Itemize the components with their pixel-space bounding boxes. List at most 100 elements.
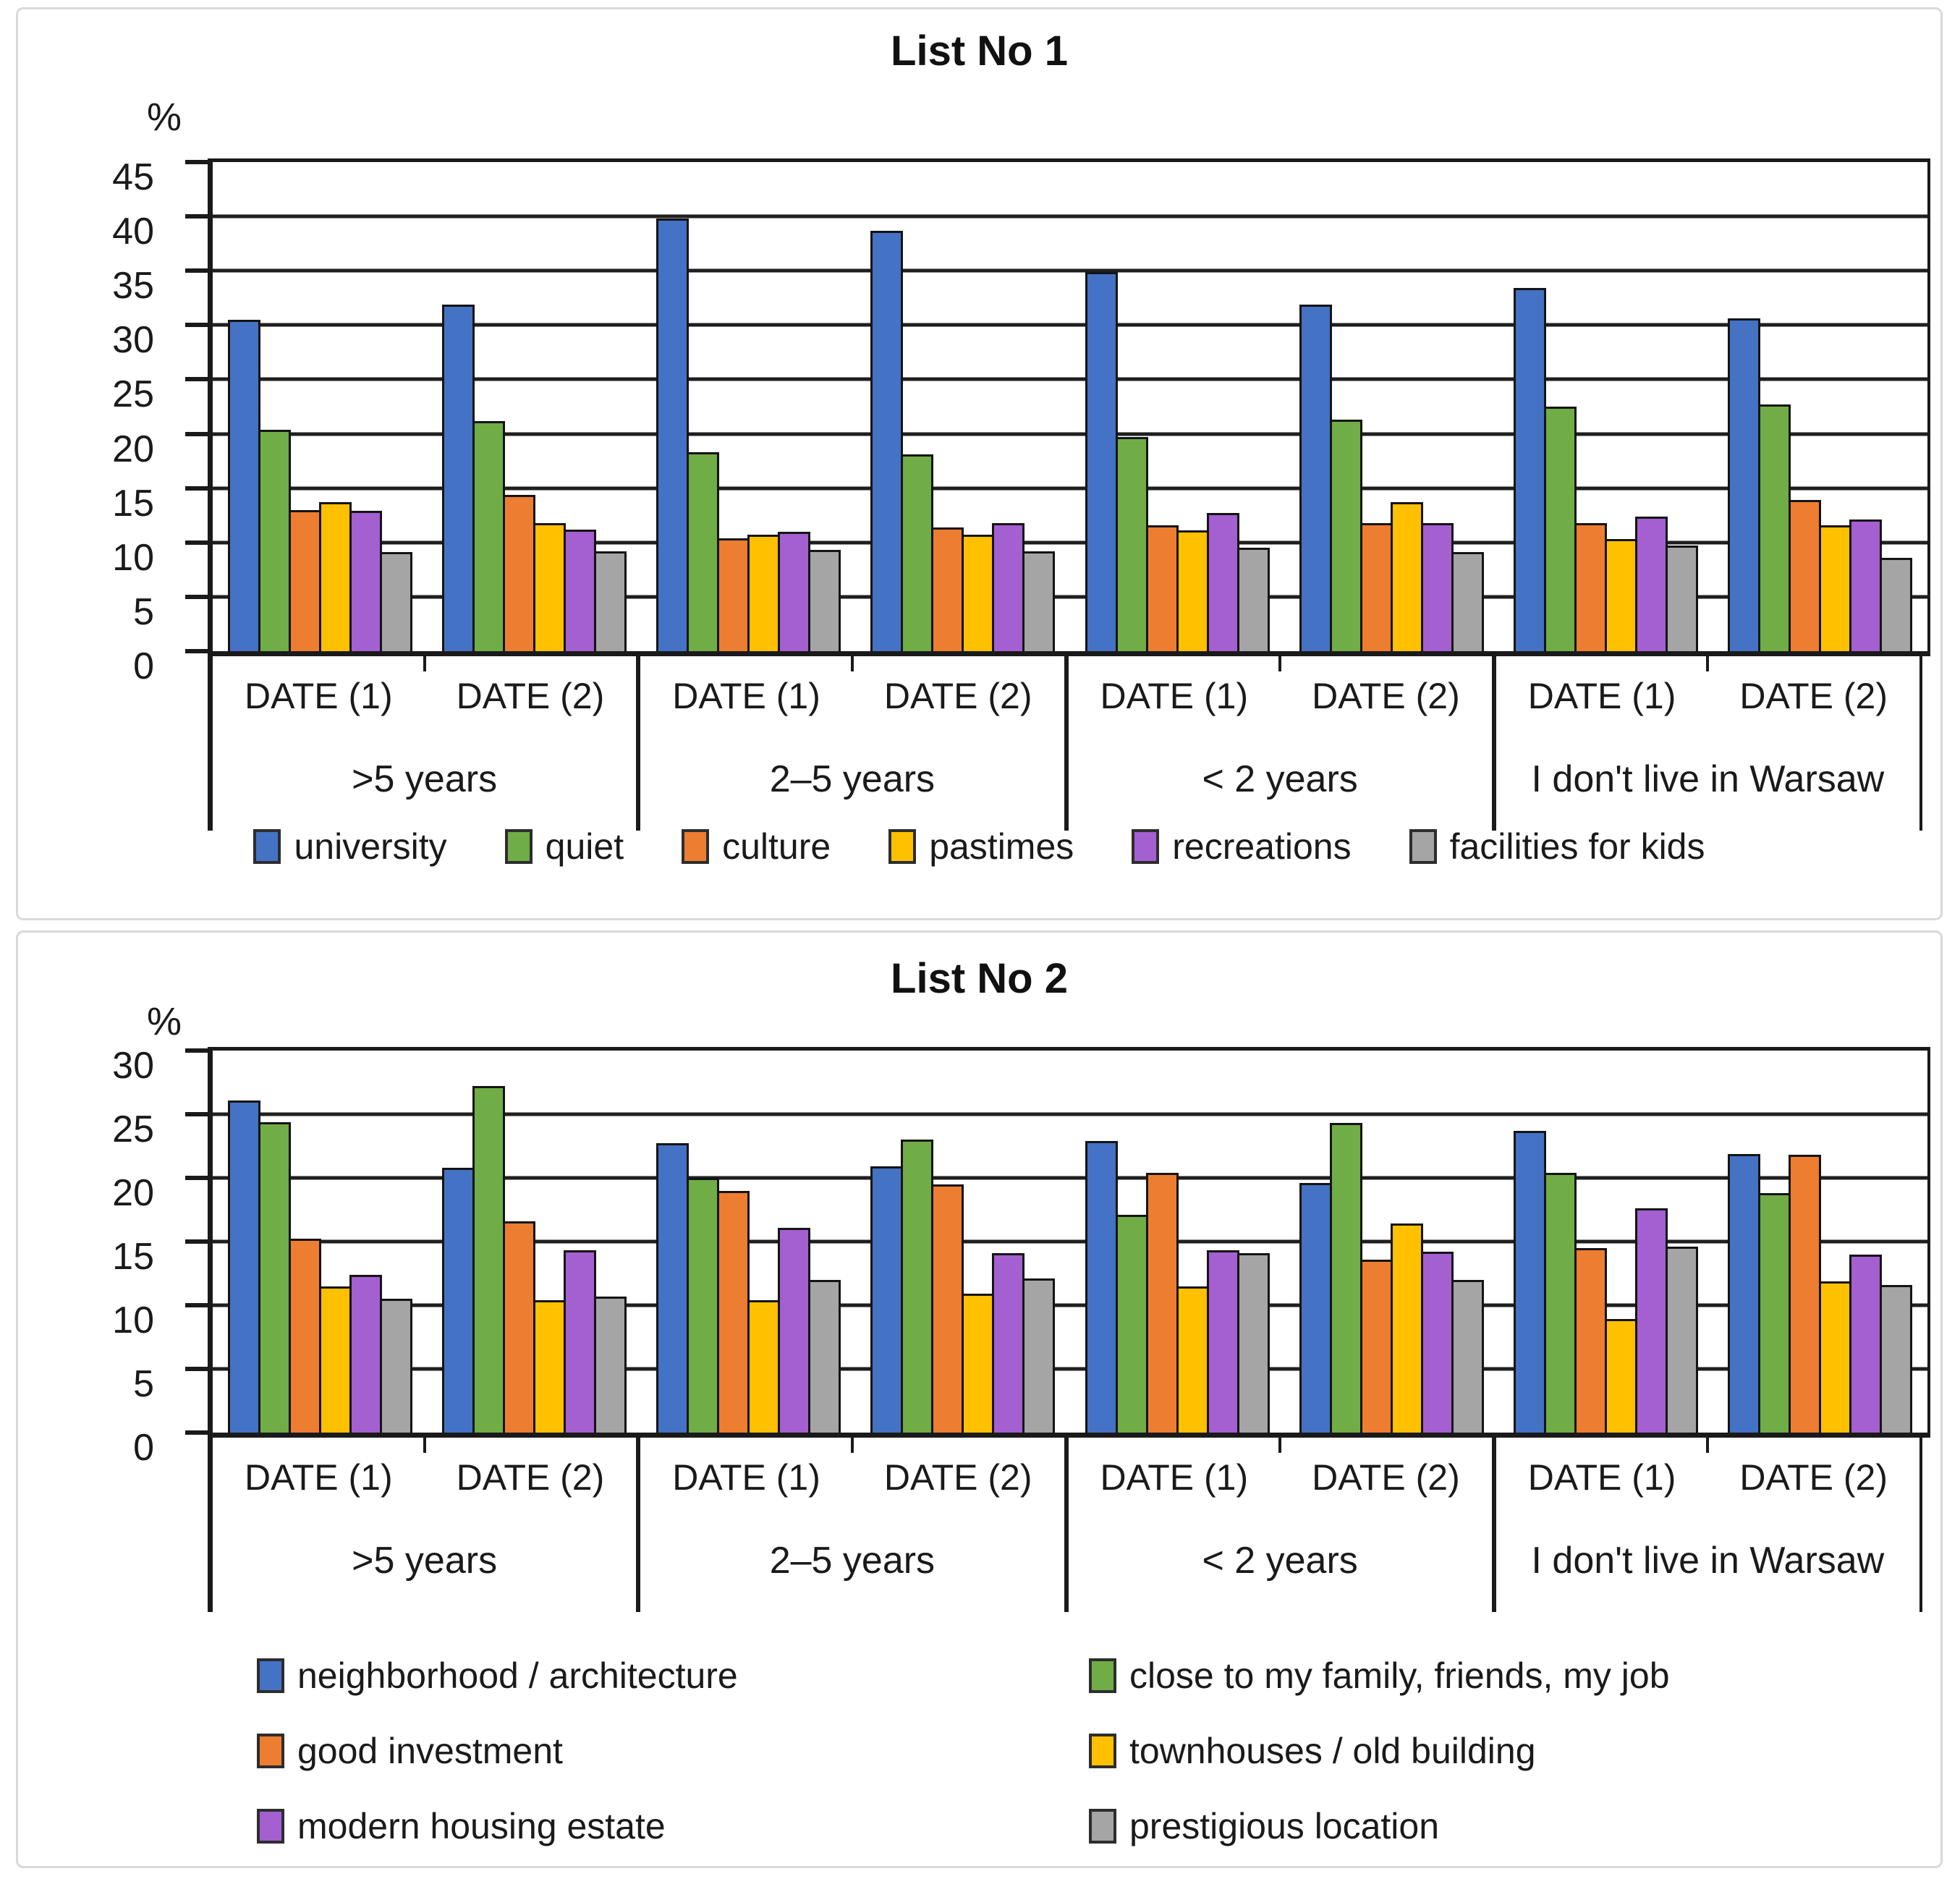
legend-item: university xyxy=(253,826,447,868)
y-tick xyxy=(185,377,208,382)
gridline xyxy=(213,323,1927,327)
bar xyxy=(288,1239,321,1433)
x-tick xyxy=(850,653,854,671)
x-tick xyxy=(1278,1434,1282,1453)
legend-label: good investment xyxy=(297,1731,563,1771)
bar xyxy=(1635,1208,1668,1433)
bar-group xyxy=(1499,1051,1713,1433)
bar-group xyxy=(642,1051,856,1433)
legend-swatch xyxy=(888,829,917,864)
bar xyxy=(1605,539,1638,651)
bar xyxy=(1115,437,1148,651)
x-tick xyxy=(1706,653,1710,671)
bar xyxy=(1359,1259,1393,1433)
bar xyxy=(1666,546,1699,651)
bar-group xyxy=(1713,1051,1927,1433)
bar xyxy=(318,502,352,651)
bar xyxy=(563,1250,596,1433)
legend-label: prestigious location xyxy=(1129,1806,1440,1846)
bar xyxy=(1390,1223,1423,1433)
x-date-label: DATE (2) xyxy=(1739,676,1888,716)
y-tick xyxy=(185,594,208,599)
y-tick xyxy=(185,431,208,436)
x-date-label: DATE (2) xyxy=(456,1457,605,1498)
bar-groups xyxy=(213,1051,1927,1433)
bar xyxy=(502,1221,535,1433)
y-tick xyxy=(185,649,208,653)
bar xyxy=(227,319,260,651)
y-tick xyxy=(185,160,208,164)
bar xyxy=(992,1252,1025,1433)
bar xyxy=(1206,513,1239,651)
x-axis-group-cell: DATE (1) DATE (2) I don't live in Warsaw xyxy=(1491,1434,1919,1612)
bar xyxy=(1176,1286,1209,1433)
y-axis-unit-label: % xyxy=(147,96,182,139)
bar xyxy=(1115,1215,1148,1433)
y-tick xyxy=(185,1303,208,1307)
bar xyxy=(1666,1247,1699,1433)
x-tick xyxy=(423,1434,426,1453)
legend-swatch xyxy=(257,1734,284,1768)
gridline xyxy=(213,486,1927,491)
bar xyxy=(1085,271,1118,651)
x-date-row: DATE (1) DATE (2) xyxy=(640,653,1064,739)
bar-group xyxy=(427,162,641,651)
legend-swatch xyxy=(257,1809,284,1844)
bar xyxy=(1605,1319,1638,1433)
x-date-row: DATE (1) DATE (2) xyxy=(640,1434,1064,1521)
legend-swatch xyxy=(1089,1658,1116,1693)
x-axis-group-cell: DATE (1) DATE (2) < 2 years xyxy=(1064,1434,1492,1612)
legend-swatch xyxy=(1089,1809,1116,1844)
bar xyxy=(1299,1183,1332,1433)
bar-group xyxy=(856,162,1070,651)
x-date-row: DATE (1) DATE (2) xyxy=(1069,653,1492,739)
bar xyxy=(747,535,781,651)
x-date-label: DATE (1) xyxy=(1527,1457,1676,1498)
gridline xyxy=(213,377,1927,381)
y-tick xyxy=(185,323,208,328)
bar-group xyxy=(856,1051,1070,1433)
chart-panel-list-2: List No 2 % 0 5 10 15 20 25 30 DATE (1) DATE (2… xyxy=(16,930,1943,1868)
y-tick xyxy=(185,540,208,545)
x-axis: DATE (1) DATE (2) >5 years DATE (1) DATE (2)… xyxy=(208,653,1922,831)
x-date-label: DATE (1) xyxy=(1100,1457,1249,1498)
bar xyxy=(1206,1250,1239,1433)
x-date-label: DATE (1) xyxy=(1527,676,1676,716)
y-axis-unit-label: % xyxy=(147,1000,182,1043)
x-date-label: DATE (2) xyxy=(883,1457,1032,1498)
x-date-label: DATE (2) xyxy=(1739,1457,1888,1498)
gridline xyxy=(213,268,1927,273)
bar xyxy=(1085,1140,1118,1433)
y-tick xyxy=(185,268,208,273)
x-date-label: DATE (2) xyxy=(883,676,1032,716)
bar xyxy=(687,452,720,651)
bar xyxy=(349,1274,382,1433)
bar-group xyxy=(1284,1051,1498,1433)
bar xyxy=(1390,502,1423,651)
legend-label: pastimes xyxy=(929,826,1074,867)
y-axis-labels: 0 5 10 15 20 25 30 35 40 45 xyxy=(112,156,154,687)
gridline xyxy=(213,1367,1927,1371)
bar xyxy=(747,1299,781,1433)
legend-swatch xyxy=(253,829,281,864)
bar xyxy=(1544,1172,1577,1433)
bar xyxy=(1635,516,1668,651)
x-date-label: DATE (2) xyxy=(1312,676,1460,716)
bar xyxy=(1329,420,1362,651)
x-group-label: >5 years xyxy=(352,1540,498,1582)
gridline xyxy=(213,214,1927,219)
x-group-label: < 2 years xyxy=(1202,758,1358,800)
x-date-row: DATE (1) DATE (2) xyxy=(213,653,636,739)
bar xyxy=(1420,1252,1454,1433)
bar xyxy=(901,1140,934,1433)
x-date-row: DATE (1) DATE (2) xyxy=(1496,653,1919,739)
bar xyxy=(1849,1254,1883,1433)
legend-swatch xyxy=(1132,829,1160,864)
legend-item: pastimes xyxy=(888,826,1074,868)
bar-group xyxy=(1284,162,1498,651)
x-date-label: DATE (1) xyxy=(244,676,393,716)
bar xyxy=(778,1227,811,1433)
bar xyxy=(962,1294,995,1433)
bar xyxy=(656,1143,690,1433)
